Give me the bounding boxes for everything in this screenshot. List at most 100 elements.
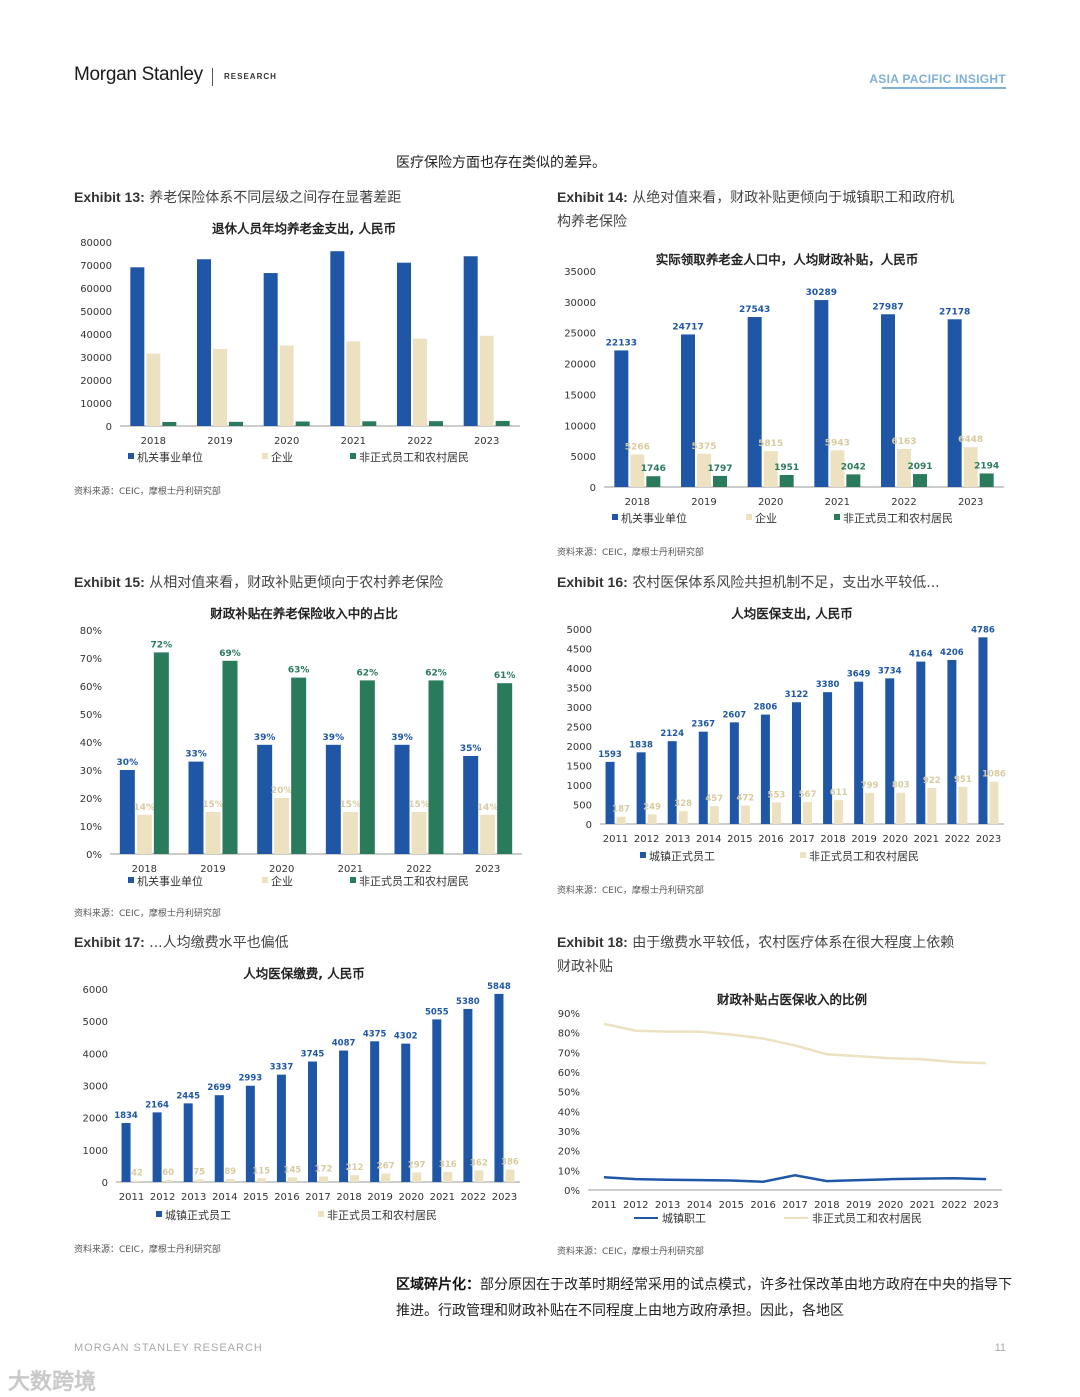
e15-bar: [205, 812, 221, 854]
e13-ytick: 50000: [80, 307, 112, 318]
e16-bar: [823, 692, 833, 824]
e14-ytick: 25000: [564, 329, 596, 340]
exhibit-17-title: Exhibit 17: ...人均缴费水平也偏低: [74, 930, 544, 955]
e17-bar: [319, 1176, 328, 1182]
e14-bar: [763, 451, 778, 487]
e16-ytick: 4000: [567, 664, 592, 675]
e17-data-label: 4375: [363, 1029, 387, 1039]
e16-data-label: 3122: [785, 690, 809, 700]
footer-brand: MORGAN STANLEY RESEARCH: [74, 1342, 263, 1354]
e14-bar: [913, 474, 927, 487]
e17-data-label: 60: [162, 1168, 174, 1178]
e17-data-label: 1834: [114, 1111, 138, 1121]
e13-xtick: 2023: [474, 436, 499, 447]
e17-xtick: 2011: [119, 1192, 144, 1203]
e17-bar: [350, 1175, 360, 1182]
e17-xtick: 2023: [492, 1192, 517, 1203]
e16-xtick: 2019: [851, 834, 876, 845]
e15-legend-swatch: [262, 877, 268, 883]
e18-ytick: 20%: [558, 1147, 580, 1158]
e16-xtick: 2023: [976, 834, 1001, 845]
e18-legend-label: 非正式员工和农村居民: [812, 1211, 922, 1225]
chart-13-title: 退休人员年均养老金支出, 人民币: [211, 221, 397, 236]
e17-xtick: 2021: [430, 1192, 455, 1203]
e16-data-label: 3734: [878, 666, 902, 676]
e18-xtick: 2021: [910, 1200, 935, 1211]
e17-xtick: 2020: [399, 1192, 424, 1203]
e16-bar: [605, 761, 615, 824]
e15-ytick: 70%: [80, 654, 102, 665]
e18-ytick: 60%: [558, 1068, 580, 1079]
e17-bar: [245, 1085, 255, 1182]
e15-data-label: 14%: [134, 803, 156, 813]
e15-bar: [325, 744, 341, 854]
e16-data-label: 457: [705, 794, 723, 804]
exhibit-15-title: Exhibit 15: 从相对值来看，财政补贴更倾向于农村养老保险: [74, 570, 544, 595]
e18-legend-label: 城镇职工: [662, 1211, 706, 1225]
e14-data-label: 2091: [907, 462, 932, 472]
e16-legend-swatch: [800, 852, 806, 858]
exhibit-18-text: 由于缴费水平较低，农村医疗体系在很大程度上依赖: [632, 935, 955, 951]
e17-xtick: 2014: [212, 1192, 237, 1203]
e17-data-label: 3337: [270, 1063, 294, 1073]
e15-xtick: 2022: [406, 864, 431, 875]
e17-data-label: 362: [470, 1158, 488, 1168]
e15-legend-label: 企业: [271, 874, 293, 888]
e13-ytick: 40000: [80, 330, 112, 341]
e17-bar: [121, 1123, 131, 1182]
e15-bar: [428, 680, 444, 854]
e16-legend-label: 非正式员工和农村居民: [809, 849, 919, 863]
e17-bar: [214, 1095, 224, 1182]
e17-ytick: 2000: [83, 1114, 108, 1125]
e17-xtick: 2015: [243, 1192, 268, 1203]
e14-xtick: 2019: [691, 497, 716, 508]
e15-bar: [136, 814, 152, 854]
e17-bar: [474, 1170, 484, 1182]
e14-xtick: 2021: [825, 497, 850, 508]
e16-ytick: 0: [586, 820, 592, 831]
e17-data-label: 2993: [239, 1074, 263, 1084]
e16-bar: [678, 811, 688, 824]
e17-bar: [412, 1172, 422, 1182]
e17-data-label: 42: [131, 1169, 143, 1179]
e14-legend-label: 机关事业单位: [621, 511, 687, 525]
e13-bar: [279, 345, 294, 426]
e15-ytick: 0%: [86, 850, 102, 861]
e16-bar: [771, 802, 781, 824]
e13-xtick: 2020: [274, 436, 299, 447]
intro-text: 医疗保险方面也存在类似的差异。: [396, 155, 606, 171]
e14-bar: [713, 475, 727, 487]
paragraph-text: 部分原因在于改革时期经常采用的试点模式，许多社保改革由地方政府在中央的指导下推进…: [396, 1277, 1012, 1319]
e15-data-label: 62%: [425, 668, 447, 678]
e17-data-label: 2699: [207, 1083, 231, 1093]
e16-data-label: 472: [736, 794, 754, 804]
e16-xtick: 2012: [634, 834, 659, 845]
e15-data-label: 15%: [408, 800, 430, 810]
exhibit-14-text: 从绝对值来看，财政补贴更倾向于城镇职工和政府机: [632, 190, 955, 206]
e15-legend-swatch: [350, 877, 356, 883]
e14-data-label: 27987: [872, 302, 903, 312]
e17-bar: [194, 1179, 204, 1182]
e16-data-label: 2124: [660, 729, 684, 739]
e17-ytick: 3000: [83, 1082, 108, 1093]
e16-xtick: 2011: [603, 834, 628, 845]
e16-bar: [667, 741, 677, 824]
e16-data-label: 4206: [940, 648, 964, 658]
e15-bar: [394, 744, 410, 854]
e16-data-label: 4786: [971, 625, 995, 635]
e13-bar: [263, 273, 278, 426]
e14-ytick: 15000: [564, 390, 596, 401]
e18-ytick: 10%: [558, 1166, 580, 1177]
e16-bar: [958, 786, 968, 824]
chart-16-title: 人均医保支出, 人民币: [731, 606, 853, 621]
exhibit-13-source: 资料来源：CEIC，摩根士丹利研究部: [74, 487, 221, 497]
e18-series-line: [603, 1173, 987, 1183]
e15-bar: [411, 812, 427, 854]
e17-data-label: 172: [315, 1164, 333, 1174]
e14-ytick: 5000: [571, 452, 596, 463]
e14-xtick: 2022: [891, 497, 916, 508]
e14-bar: [614, 350, 629, 487]
e16-data-label: 1593: [598, 750, 622, 760]
e17-data-label: 89: [224, 1167, 236, 1177]
e17-xtick: 2019: [367, 1192, 392, 1203]
